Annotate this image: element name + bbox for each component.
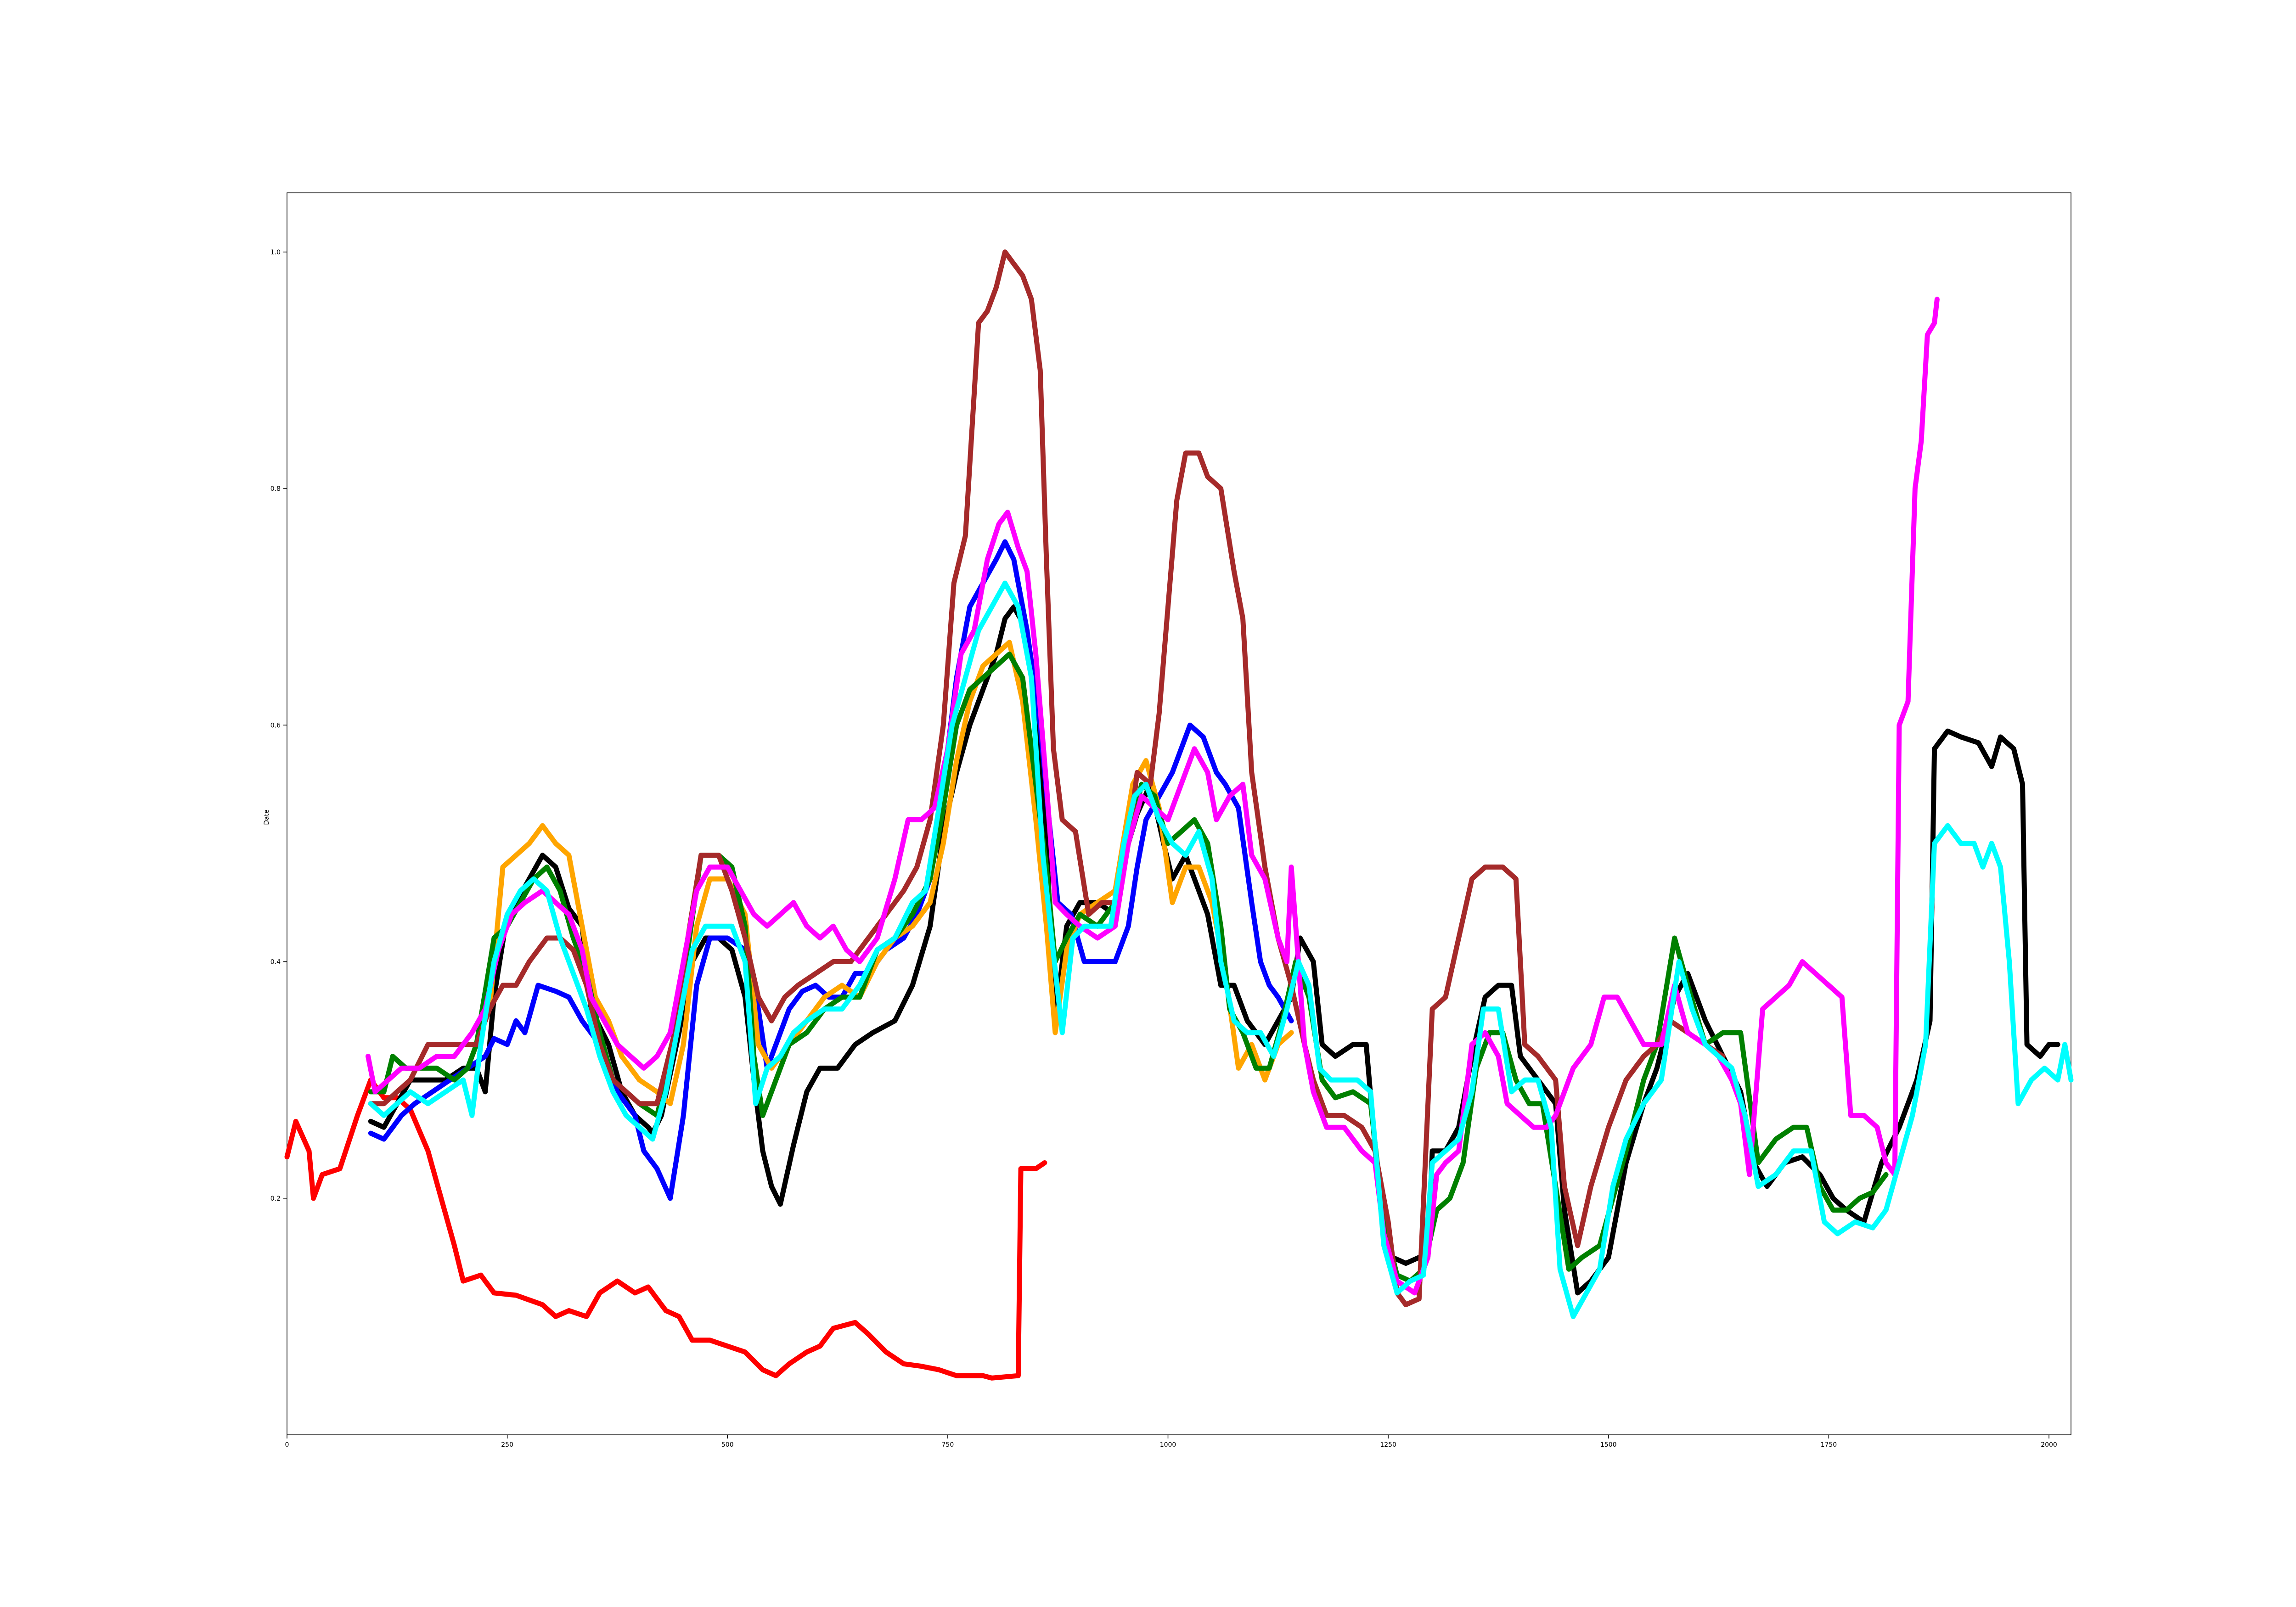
y-tick-label: 0.2 [270, 1195, 281, 1202]
x-tick-label: 250 [501, 1441, 513, 1449]
y-tick-label: 0.6 [270, 722, 281, 729]
y-axis: 0.2 0.4 0.6 0.8 1.0 [270, 249, 287, 1202]
y-tick-label: 0.8 [270, 485, 281, 493]
y-tick-label: 0.4 [270, 959, 281, 966]
x-tick-label: 2000 [2041, 1441, 2057, 1449]
x-axis: 0 250 500 750 1000 1250 1500 1750 2000 [285, 1435, 2057, 1449]
series-line-6 [366, 297, 1940, 1296]
x-tick-label: 1000 [1160, 1441, 1176, 1449]
series-line-7 [368, 580, 2074, 1319]
series-line-4 [368, 652, 1889, 1284]
x-tick-label: 1500 [1600, 1441, 1617, 1449]
x-tick-label: 750 [942, 1441, 954, 1449]
y-tick-label: 1.0 [270, 249, 281, 256]
x-tick-label: 1750 [1821, 1441, 1837, 1449]
series-line-1 [368, 604, 2060, 1296]
series-group [284, 249, 2074, 1381]
series-line-2 [368, 539, 1294, 1201]
series-line-0 [284, 1077, 1047, 1381]
x-tick-label: 500 [721, 1441, 734, 1449]
plot-frame [287, 192, 2071, 1435]
y-axis-label: Date [263, 809, 270, 825]
x-tick-label: 0 [285, 1441, 289, 1449]
series-line-5 [368, 249, 1726, 1308]
x-tick-label: 1250 [1380, 1441, 1396, 1449]
